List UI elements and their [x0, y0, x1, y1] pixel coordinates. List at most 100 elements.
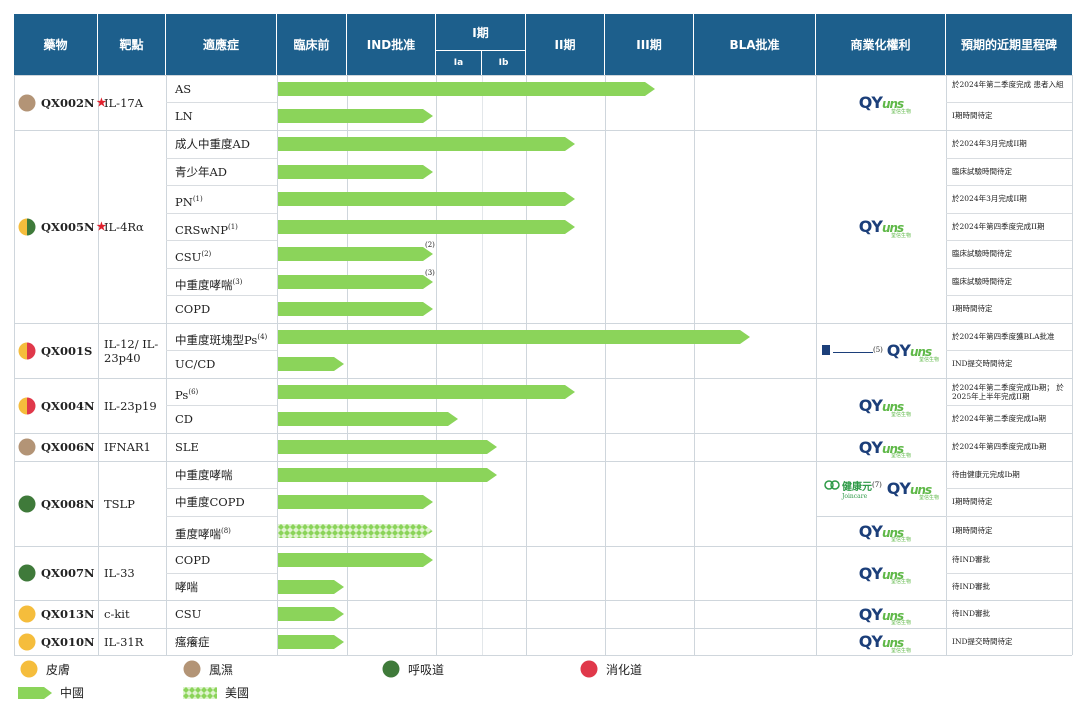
grid-hline-drug: [14, 546, 1072, 547]
indication-name: COPD: [175, 552, 211, 567]
milestone-text: 於2024年3月完成II期: [952, 139, 1027, 148]
milestone-text: IND提交時間待定: [952, 359, 1013, 368]
indication-label: COPD: [175, 553, 210, 567]
indication-footnote: (4): [257, 332, 268, 341]
progress-arrow-china: [278, 579, 344, 594]
grid-hline-milestone: [946, 158, 1072, 159]
progress-arrow-china: [278, 219, 575, 234]
indication-name: CRSwNP: [175, 222, 228, 237]
legend-resp: 呼吸道: [382, 660, 444, 678]
partner-row: 健康元 (7): [824, 478, 882, 493]
drug-category-icon: [18, 564, 36, 582]
drug-category-icon: [18, 438, 36, 456]
logo-qyuns-icon: QYuns: [859, 217, 904, 236]
logo-qy: QY: [858, 632, 883, 651]
drug-target: c-kit: [104, 607, 130, 621]
progress-arrow-china: [278, 192, 575, 206]
logo-uns: uns: [881, 608, 904, 623]
drug-target: IL-31R: [104, 634, 144, 649]
indication-label: 中重度哮喘: [175, 468, 233, 482]
logo-sub: 荃信生物: [891, 537, 912, 543]
grid-vline: [816, 75, 817, 655]
milestone-text: I期時間待定: [952, 526, 993, 535]
grid-hline-rights: [816, 516, 946, 517]
grid-hline-drug: [14, 378, 1072, 379]
progress-arrow-china: [278, 109, 433, 123]
indication-label: Ps(6): [175, 385, 199, 401]
drug-star-icon: ★: [96, 220, 107, 233]
indication-name: 中重度斑塊型Ps: [175, 332, 258, 347]
grid-hline-milestone: [946, 185, 1072, 186]
drug-qx002n: QX002N ★: [18, 94, 106, 112]
indication-name: 中重度COPD: [175, 495, 245, 509]
logo-sub: 荃信生物: [919, 494, 940, 501]
legend-usa: 美國: [183, 684, 249, 701]
grid-hline-indication: [166, 350, 277, 351]
progress-arrow-china: [278, 384, 575, 399]
drug-qx008n: QX008N: [18, 495, 94, 513]
logo-qyuns-icon: QYuns: [887, 341, 932, 360]
milestone-text: 待IND審批: [952, 554, 991, 564]
grid-vline: [436, 75, 437, 655]
grid-hline-milestone: [946, 268, 1072, 269]
partner-footnote: (5): [873, 345, 883, 354]
logo-qy: QY: [858, 521, 883, 541]
header-phase1: I期: [436, 14, 526, 50]
drug-name: QX001S: [41, 343, 93, 358]
indication-footnote: (3): [232, 277, 243, 286]
drug-target: TSLP: [104, 496, 135, 511]
indication-footnote: (2): [201, 250, 212, 258]
drug-category-icon: [18, 605, 36, 623]
logo-qyuns-icon: QYuns: [858, 604, 904, 624]
milestone-text: 於2024年第二季度完成Ib期； 於2025年上半年完成II期: [952, 382, 1064, 401]
grid-hline-milestone: [946, 350, 1072, 351]
drug-name: QX006N: [41, 440, 95, 454]
partner-name: 健康元: [842, 481, 872, 493]
indication-footnote: (6): [188, 387, 199, 396]
indication-label: AS: [175, 82, 191, 96]
progress-arrow-china: [278, 164, 433, 179]
indication-name: AS: [175, 81, 192, 96]
milestone-text: 待IND審批: [952, 581, 991, 591]
legend-skin-icon: [20, 660, 38, 678]
header-target: 靶點: [98, 14, 166, 75]
logo-uns: uns: [881, 441, 904, 456]
milestone-text: 臨床試驗時間待定: [952, 166, 1012, 176]
indication-footnote: (1): [227, 222, 238, 231]
grid-vline: [694, 75, 695, 655]
logo-uns: uns: [881, 567, 904, 582]
rights-qx010n: QYuns 荃信生物: [839, 631, 923, 654]
indication-name: 重度哮喘: [175, 526, 221, 541]
rights-qx001s: QYuns 荃信生物: [867, 340, 951, 363]
progress-arrow-china: [278, 412, 458, 426]
drug-qx001s: QX001S: [18, 342, 92, 360]
indication-label: SLE: [175, 440, 199, 454]
grid-hline-milestone: [946, 488, 1072, 489]
grid-hline-indication: [166, 213, 277, 214]
rights-qx005n: QYuns 荃信生物: [839, 216, 923, 239]
milestone-text: 於2024年第二季度完成Ia期: [952, 414, 1047, 423]
progress-arrow-china: [278, 440, 497, 454]
logo-sub: 荃信生物: [891, 453, 912, 459]
legend-digest-icon: [580, 660, 598, 678]
header-phase3: III期: [605, 14, 694, 75]
drug-qx007n: QX007N: [18, 564, 94, 582]
indication-label: 哮喘: [175, 580, 198, 594]
indication-label: COPD: [175, 302, 210, 316]
grid-hline-drug: [14, 323, 1072, 324]
grid-hline-indication: [166, 573, 277, 574]
progress-arrow-china: [278, 329, 750, 344]
legend-label: 美國: [225, 686, 250, 700]
header-milestone: 預期的近期里程碑: [946, 14, 1072, 75]
logo-qy: QY: [858, 604, 883, 624]
header-preclinical: 臨床前: [277, 14, 347, 75]
indication-name: CSU: [175, 249, 202, 264]
grid-hline-milestone: [946, 295, 1072, 296]
logo-uns: uns: [881, 221, 904, 235]
logo-qy: QY: [858, 563, 883, 583]
drug-qx004n: QX004N: [18, 397, 94, 415]
grid-vline: [277, 75, 278, 655]
drug-name: QX010N: [41, 634, 95, 649]
drug-target: IL-33: [104, 566, 135, 580]
logo-qy: QY: [886, 479, 911, 498]
